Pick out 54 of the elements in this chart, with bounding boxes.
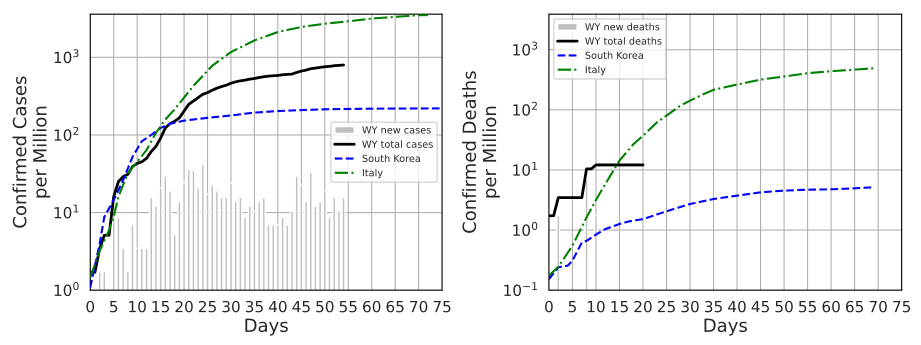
x-tick-label: 25 (198, 300, 216, 312)
y-tick-label: 10$^{−1}$ (504, 282, 537, 296)
legend-label: WY new cases (362, 126, 431, 134)
x-tick-label: 35 (704, 300, 722, 312)
x-tick-label: 25 (658, 300, 675, 312)
y-tick-label: 10$^{1}$ (54, 204, 78, 218)
x-tick-label: 5 (110, 301, 118, 312)
x-tick-label: 60 (822, 300, 840, 312)
y-axis-title: Confirmed Cases per Million (12, 76, 50, 228)
y-tick-label: 10$^{2}$ (513, 102, 537, 116)
y-tick-label: 10$^{0}$ (54, 282, 79, 296)
x-tick-label: 65 (386, 300, 404, 312)
x-axis-title: Days (245, 318, 288, 336)
legend-label: WY total cases (362, 140, 433, 148)
x-tick-label: 15 (152, 301, 170, 312)
x-axis-title: Days (704, 318, 747, 336)
x-tick-label: 5 (568, 301, 576, 312)
x-tick-label: 60 (363, 300, 380, 312)
line-series (548, 67, 874, 277)
y-tick-label: 10$^{0}$ (513, 222, 538, 236)
x-tick-label: 70 (410, 300, 428, 312)
y-axis-title: Confirmed Deaths per Million (462, 71, 500, 233)
x-tick-label: 75 (434, 301, 450, 312)
x-tick-label: 70 (870, 300, 887, 312)
y-tick-label: 10$^{2}$ (54, 126, 78, 141)
x-tick-label: 55 (799, 301, 816, 312)
x-tick-label: 40 (728, 300, 746, 312)
legend-label: WY new deaths (585, 22, 660, 30)
legend-label: Italy (362, 168, 383, 178)
x-tick-label: 35 (246, 300, 263, 312)
x-tick-label: 40 (268, 300, 287, 312)
x-tick-label: 65 (846, 300, 864, 312)
legend-label: WY total deaths (585, 37, 662, 45)
x-tick-label: 55 (340, 301, 357, 312)
x-tick-label: 0 (545, 300, 553, 312)
y-tick-label: 10$^{1}$ (513, 162, 538, 176)
y-tick-label: 10$^{3}$ (54, 49, 78, 64)
x-tick-label: 0 (86, 300, 94, 312)
x-tick-label: 30 (681, 300, 699, 312)
x-tick-label: 75 (893, 301, 910, 312)
legend-label: South Korea (362, 154, 420, 162)
x-tick-label: 10 (129, 300, 146, 312)
legend-label: Italy (586, 66, 606, 76)
x-tick-label: 15 (611, 301, 628, 312)
legend-label: South Korea (586, 51, 643, 59)
x-tick-label: 30 (222, 300, 240, 312)
x-tick-label: 45 (292, 301, 310, 312)
x-tick-label: 20 (634, 300, 652, 312)
x-tick-label: 45 (752, 301, 769, 312)
x-tick-label: 50 (776, 300, 793, 312)
x-tick-label: 50 (316, 300, 334, 312)
x-tick-label: 10 (588, 300, 605, 312)
y-tick-label: 10$^{3}$ (513, 42, 538, 56)
x-tick-label: 20 (175, 300, 193, 312)
